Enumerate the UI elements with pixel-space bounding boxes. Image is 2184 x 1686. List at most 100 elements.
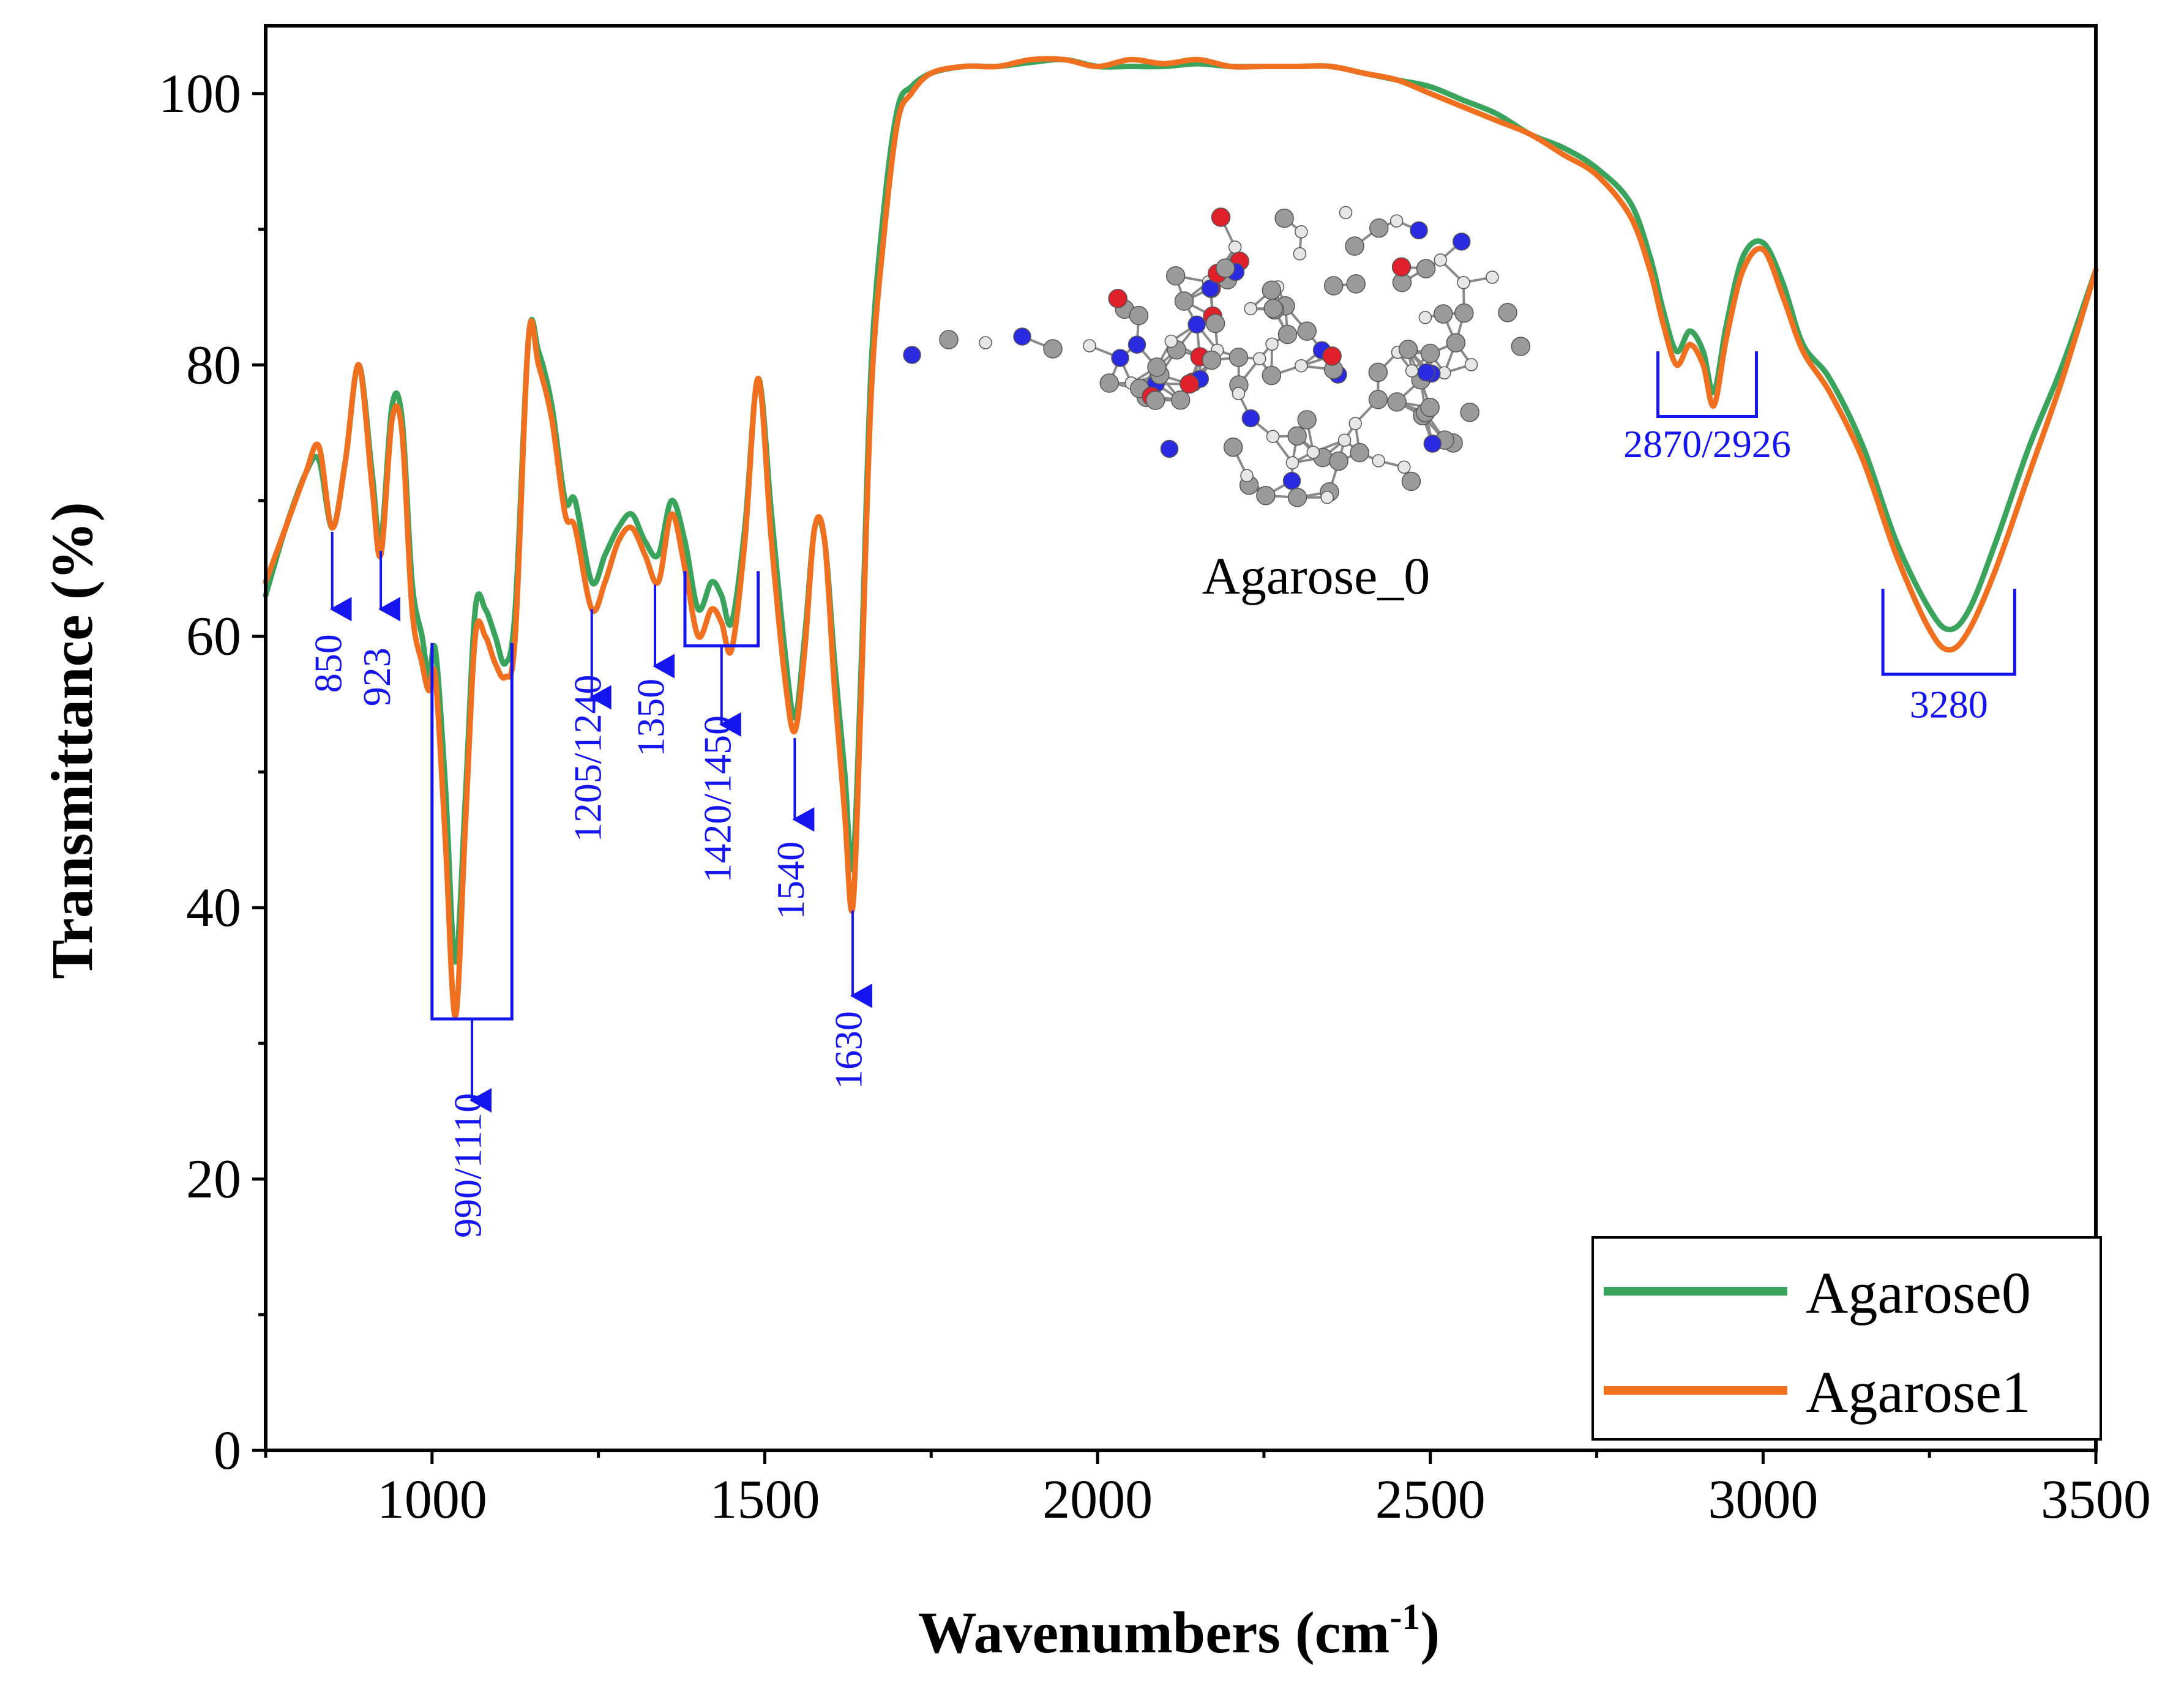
annotation-label: 2870/2926 <box>1623 422 1791 466</box>
molecule-atom <box>1410 221 1428 240</box>
molecule-atom <box>1174 291 1194 311</box>
molecule-atom <box>1180 374 1199 394</box>
molecule-atom <box>1202 350 1222 370</box>
legend-box <box>1591 1236 2102 1441</box>
molecule-atom <box>939 330 959 349</box>
molecule-atom <box>1320 491 1334 504</box>
molecule-atom <box>1453 233 1471 251</box>
molecule-atom <box>1232 387 1246 400</box>
annotation-990-1110: 990/1110 <box>430 643 514 1238</box>
molecule-atom <box>1464 358 1478 371</box>
series-line-agarose0 <box>263 56 2099 965</box>
molecule-structure-inset <box>903 206 1531 507</box>
molecule-atom <box>1391 257 1412 277</box>
molecule-atom <box>1013 327 1031 346</box>
annotation-label: 1540 <box>769 841 812 920</box>
y-tick-label: 40 <box>186 878 241 938</box>
molecule-atom <box>1498 302 1517 323</box>
molecule-atom <box>1263 299 1283 318</box>
molecule-atom <box>903 346 921 364</box>
x-tick-label: 1500 <box>709 1469 820 1530</box>
legend-label-agarose1: Agarose1 <box>1806 1359 2031 1425</box>
molecule-atom <box>1417 363 1435 382</box>
molecule-atom <box>1164 334 1178 348</box>
molecule-atom <box>1306 446 1320 459</box>
molecule-atom <box>1420 343 1440 364</box>
molecule-atom <box>1416 259 1436 278</box>
x-axis-title: Wavenumbers (cm-1) <box>918 1597 1440 1665</box>
molecule-atom <box>1368 362 1388 382</box>
molecule-atom <box>1297 410 1317 430</box>
molecule-atom <box>1297 321 1317 341</box>
annotation-2870-2926: 2870/2926 <box>1623 351 1791 466</box>
annotation-label: 923 <box>355 647 398 706</box>
molecule-atom <box>1434 253 1447 267</box>
molecule-atom <box>1420 398 1440 417</box>
molecule-atom <box>1244 302 1257 316</box>
series-line-agarose1 <box>263 56 2099 1020</box>
annotation-3280: 3280 <box>1881 589 2016 726</box>
annotation-label: 1630 <box>827 1011 870 1089</box>
x-axis-ticks: 1000 1500 2000 2500 3000 3500 <box>264 1450 2151 1530</box>
molecule-atom <box>1228 240 1242 254</box>
molecule-atom <box>1128 335 1146 354</box>
molecule-atom <box>1240 469 1254 482</box>
annotation-1630: 1630 <box>827 910 872 1089</box>
molecule-atom <box>1287 426 1307 446</box>
molecule-atom <box>1108 288 1128 308</box>
molecule-atom <box>1401 471 1421 491</box>
molecule-atom <box>1205 313 1225 334</box>
legend: Agarose0 Agarose1 <box>1591 1236 2102 1441</box>
molecule-atom <box>1293 247 1307 261</box>
molecule-atom <box>1322 346 1342 366</box>
molecule-atom <box>1423 435 1442 453</box>
molecule-atom <box>1228 348 1249 367</box>
molecule-atom <box>1216 258 1235 278</box>
molecule-atom <box>1454 303 1474 323</box>
molecule-atom <box>1446 333 1466 352</box>
molecule-atom <box>1329 451 1348 471</box>
molecule-atom <box>1256 485 1276 505</box>
y-tick-label: 100 <box>159 64 241 124</box>
y-axis-title: Transmittance (%) <box>39 502 105 979</box>
molecule-atom <box>1460 402 1479 422</box>
molecule-atom <box>1486 270 1499 284</box>
annotation-1350: 1350 <box>629 584 675 757</box>
x-tick-label: 2500 <box>1375 1469 1486 1530</box>
annotation-label: 990/1110 <box>446 1093 490 1238</box>
molecule-atom <box>1165 266 1186 286</box>
molecule-atom <box>1274 208 1294 228</box>
molecule-atom <box>1170 390 1191 410</box>
annotation-layer: 850 923 990/1110 1205/1240 1350 1420/1450 1540… <box>306 351 2016 1238</box>
y-tick-label: 80 <box>186 335 241 395</box>
molecule-atom <box>1337 433 1352 447</box>
molecule-atom <box>1282 472 1301 490</box>
molecule-atom <box>1418 311 1432 324</box>
molecule-atom <box>1511 337 1531 356</box>
molecule-atom <box>1389 214 1404 228</box>
molecule-atom <box>1111 349 1129 367</box>
annotation-bracket <box>1881 589 2016 676</box>
molecule-atom <box>1368 390 1388 409</box>
molecule-atom <box>1369 218 1389 238</box>
annotation-1205-1240: 1205/1240 <box>566 609 611 842</box>
molecule-atom <box>1211 207 1231 227</box>
annotation-label: 3280 <box>1910 683 1988 726</box>
annotation-923: 923 <box>355 551 401 706</box>
molecule-atom <box>1265 337 1279 351</box>
annotation-1540: 1540 <box>769 738 815 920</box>
molecule-atom <box>1277 324 1298 345</box>
annotation-label: 1205/1240 <box>566 674 609 842</box>
molecule-atom <box>979 336 992 349</box>
molecule-atom <box>1339 206 1353 220</box>
molecule-atom <box>1457 275 1470 289</box>
annotation-label: 1420/1450 <box>695 715 739 883</box>
molecule-atom <box>1295 225 1308 239</box>
molecule-atom <box>1043 339 1063 359</box>
x-tick-label: 3500 <box>2041 1469 2151 1530</box>
molecule-atom <box>1262 365 1282 386</box>
molecule-atom <box>1266 430 1280 443</box>
molecule-atom <box>1387 392 1407 412</box>
annotation-label: 1350 <box>629 679 673 757</box>
